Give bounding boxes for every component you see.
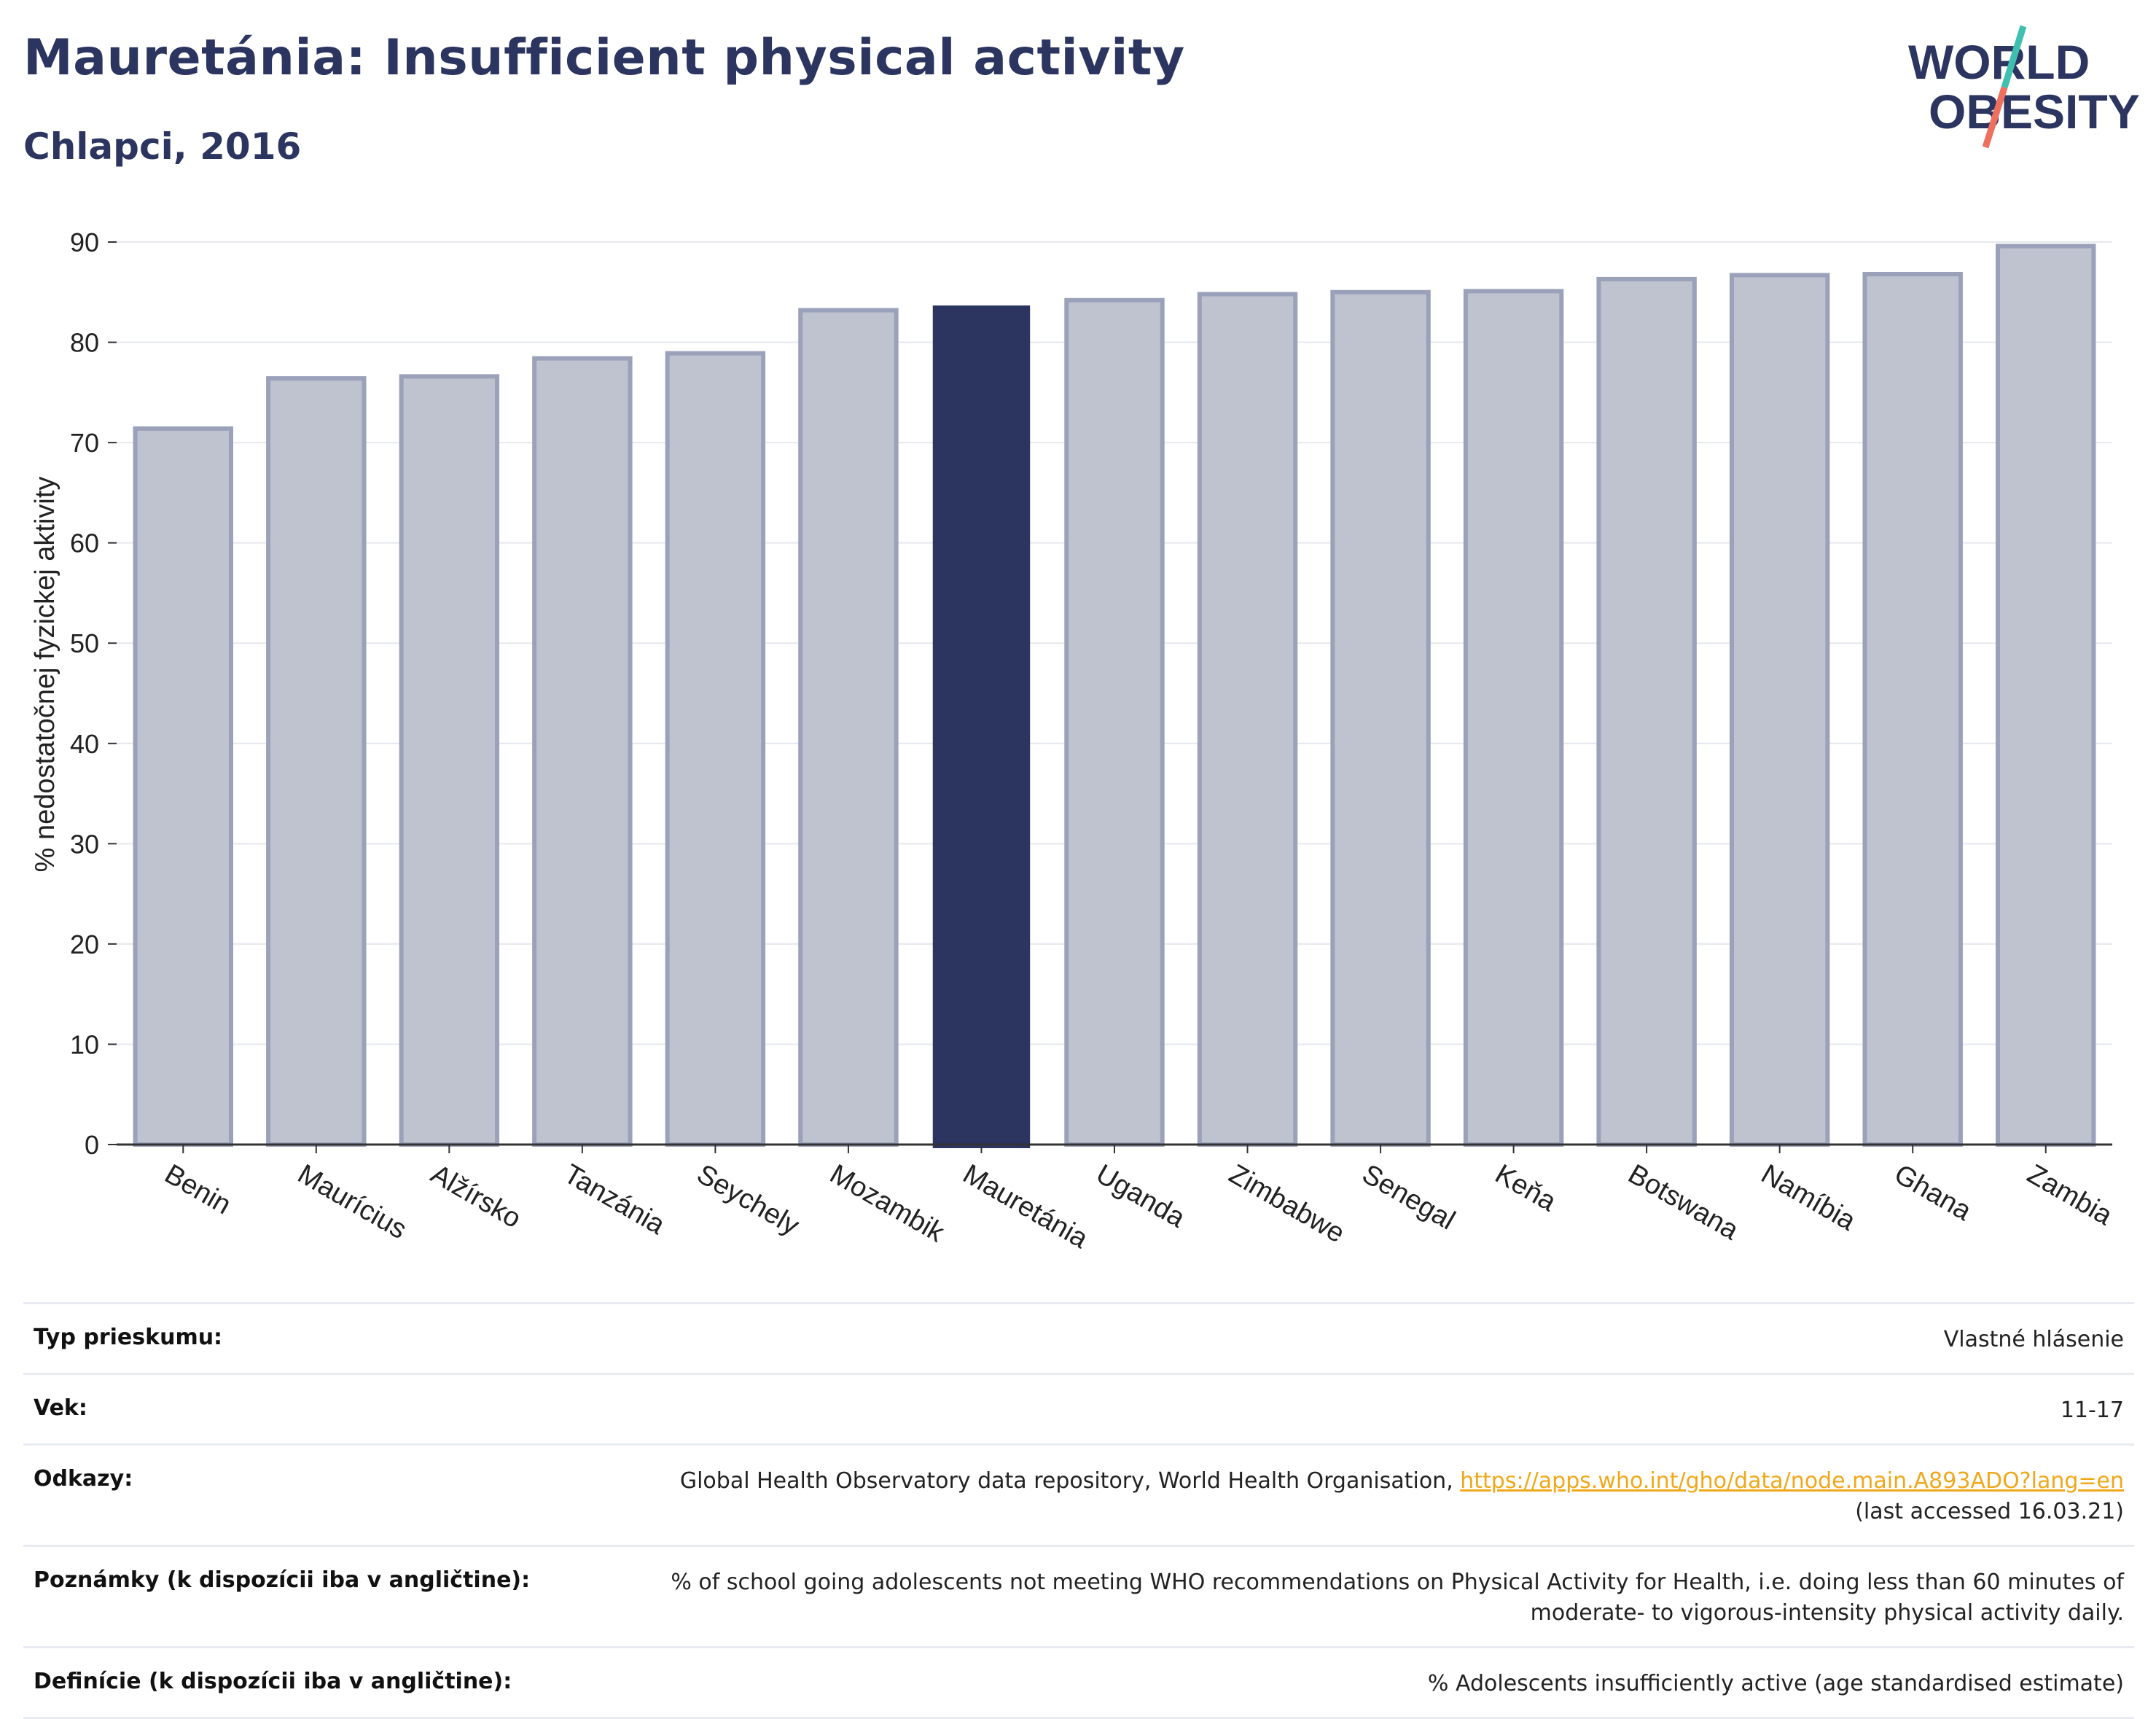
bar-ghana[interactable] xyxy=(1862,272,1963,1147)
meta-value: % Adolescents insufficiently active (age… xyxy=(1427,1671,2124,1696)
bar-maurícius[interactable] xyxy=(266,376,367,1147)
y-tick-label: 60 xyxy=(70,529,99,558)
y-tick-label: 10 xyxy=(70,1029,99,1059)
logo-word-obesity: OBESITY xyxy=(1929,85,2140,139)
page-title: Mauretánia: Insufficient physical activi… xyxy=(23,29,1185,87)
x-tick-label: Mozambik xyxy=(824,1158,950,1248)
metadata-table: Typ prieskumu: Vlastné hlásenie Vek: 11-… xyxy=(23,1302,2134,1719)
bar-namíbia[interactable] xyxy=(1729,273,1830,1147)
meta-row-survey-type: Typ prieskumu: Vlastné hlásenie xyxy=(23,1302,2134,1373)
y-tick-label: 90 xyxy=(70,227,99,257)
bar-zambia[interactable] xyxy=(1996,243,2096,1147)
meta-label: Typ prieskumu: xyxy=(34,1325,223,1350)
bar-senegal[interactable] xyxy=(1330,289,1431,1147)
y-tick-label: 40 xyxy=(70,729,99,759)
meta-value-notes: % of school going adolescents not meetin… xyxy=(671,1567,2124,1629)
y-tick-label: 30 xyxy=(70,829,99,859)
meta-label: Definície (k dispozícii iba v angličtine… xyxy=(34,1669,512,1694)
meta-row-references: Odkazy: Global Health Observatory data r… xyxy=(23,1443,2134,1545)
x-tick-label: Benin xyxy=(160,1158,236,1220)
x-tick-label: Ghana xyxy=(1889,1158,1977,1227)
meta-label: Poznámky (k dispozícii iba v angličtine)… xyxy=(34,1567,531,1593)
bar-keňa[interactable] xyxy=(1463,289,1564,1147)
x-tick-label: Senegal xyxy=(1357,1158,1461,1236)
y-tick-label: 50 xyxy=(70,628,99,658)
meta-row-notes: Poznámky (k dispozícii iba v angličtine)… xyxy=(23,1545,2134,1646)
x-axis-ticks: Benin Maurícius Alžírsko Tanzánia Seychely Mo… xyxy=(160,1145,2118,1255)
bar-tanzánia[interactable] xyxy=(532,356,633,1147)
bar-mozambik[interactable] xyxy=(798,308,899,1147)
bar-mauretánia[interactable] xyxy=(932,305,1031,1149)
notes-line-2: moderate- to vigorous-intensity physical… xyxy=(1530,1600,2124,1626)
bar-alžírsko[interactable] xyxy=(399,374,500,1147)
bars xyxy=(133,243,2096,1149)
x-tick-label: Tanzánia xyxy=(558,1158,670,1241)
bar-benin[interactable] xyxy=(133,426,233,1147)
y-axis-label: % nedostatočnej fyzickej aktivity xyxy=(30,477,60,873)
x-tick-label: Botswana xyxy=(1623,1158,1744,1246)
logo-slash-coral xyxy=(1982,86,2008,149)
logo-slash-teal xyxy=(2001,25,2027,89)
bar-chart: 0 10 20 30 40 50 60 70 80 90 Benin Maurícius Alžírs… xyxy=(30,227,2118,1255)
x-tick-label: Maurícius xyxy=(292,1158,412,1245)
y-tick-label: 70 xyxy=(70,428,99,458)
x-tick-label: Zimbabwe xyxy=(1224,1158,1350,1249)
notes-line-1: % of school going adolescents not meetin… xyxy=(671,1570,2124,1595)
x-tick-label: Keňa xyxy=(1490,1158,1562,1217)
meta-row-age: Vek: 11-17 xyxy=(23,1373,2134,1443)
reference-text: Global Health Observatory data repositor… xyxy=(679,1468,1461,1494)
x-tick-label: Alžírsko xyxy=(426,1158,526,1234)
x-tick-label: Namíbia xyxy=(1756,1158,1861,1237)
world-obesity-logo: WORLD OBESITY xyxy=(1908,25,2140,149)
meta-value: 11-17 xyxy=(2060,1398,2124,1423)
logo-word-world: WORLD xyxy=(1908,35,2090,89)
meta-row-definitions: Definície (k dispozícii iba v angličtine… xyxy=(23,1646,2134,1719)
y-axis-ticks: 0 10 20 30 40 50 60 70 80 90 xyxy=(70,227,117,1160)
x-tick-label: Uganda xyxy=(1091,1158,1191,1233)
x-tick-label: Zambia xyxy=(2022,1158,2117,1231)
meta-value: Vlastné hlásenie xyxy=(1943,1327,2124,1352)
meta-label: Vek: xyxy=(34,1395,87,1421)
bar-seychely[interactable] xyxy=(665,351,766,1147)
meta-label: Odkazy: xyxy=(34,1466,133,1492)
bar-uganda[interactable] xyxy=(1064,297,1165,1147)
x-tick-label: Seychely xyxy=(692,1158,805,1241)
bar-zimbabwe[interactable] xyxy=(1197,292,1298,1147)
y-tick-label: 80 xyxy=(70,328,99,358)
reference-accessed: (last accessed 16.03.21) xyxy=(1855,1499,2124,1524)
x-tick-label: Mauretánia xyxy=(958,1158,1093,1255)
page-subtitle: Chlapci, 2016 xyxy=(23,125,302,168)
y-tick-label: 20 xyxy=(70,929,99,959)
reference-link[interactable]: https://apps.who.int/gho/data/node.main.… xyxy=(1460,1468,2124,1494)
y-tick-label: 0 xyxy=(85,1130,99,1160)
meta-value-references: Global Health Observatory data repositor… xyxy=(680,1466,2124,1527)
bar-botswana[interactable] xyxy=(1596,276,1697,1147)
